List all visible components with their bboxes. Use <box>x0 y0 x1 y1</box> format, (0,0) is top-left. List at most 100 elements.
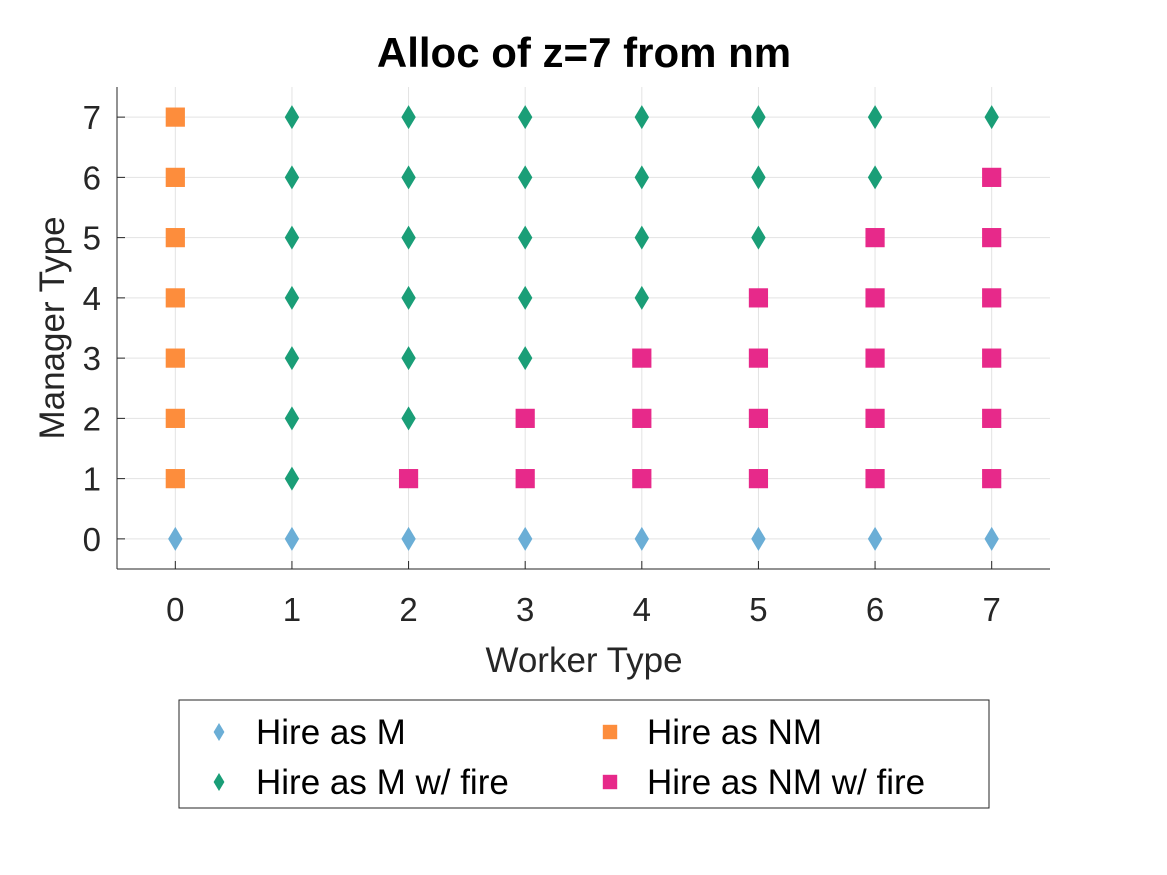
x-tick-label: 7 <box>983 591 1001 628</box>
legend-item: Hire as M w/ fire <box>213 763 509 802</box>
axes-background <box>117 87 1050 569</box>
data-point <box>517 346 533 371</box>
x-tick-label: 3 <box>516 591 534 628</box>
data-point <box>632 348 652 368</box>
legend-item: Hire as NM <box>602 713 822 752</box>
data-point <box>634 165 650 190</box>
data-point <box>982 167 1002 187</box>
data-point <box>401 526 416 551</box>
x-tick-label: 2 <box>399 591 417 628</box>
data-point <box>165 107 185 127</box>
data-point <box>284 105 300 130</box>
data-point <box>632 469 652 489</box>
data-point <box>865 228 885 248</box>
data-point <box>982 288 1002 308</box>
data-point <box>401 105 416 130</box>
data-point <box>748 288 769 308</box>
data-point <box>984 105 999 130</box>
data-point <box>515 469 535 489</box>
data-point <box>867 105 883 130</box>
data-point <box>284 285 300 310</box>
data-point <box>284 406 300 431</box>
legend-marker <box>602 774 618 790</box>
legend-label: Hire as M w/ fire <box>256 763 509 802</box>
x-tick-label: 4 <box>633 591 651 628</box>
data-point <box>284 165 300 190</box>
y-tick-label: 5 <box>83 220 101 257</box>
data-point <box>517 105 533 130</box>
legend-box <box>178 699 990 809</box>
data-point <box>982 469 1002 489</box>
data-point <box>867 526 883 551</box>
x-tick-label: 5 <box>749 591 767 628</box>
data-point <box>982 408 1002 428</box>
y-tick-label: 7 <box>83 99 101 136</box>
series-2 <box>165 107 185 489</box>
data-point <box>634 526 650 551</box>
data-point <box>632 408 652 428</box>
legend-item: Hire as NM w/ fire <box>602 763 925 802</box>
data-point <box>165 408 185 428</box>
data-point <box>284 225 300 250</box>
series-4 <box>398 167 1002 489</box>
data-point <box>165 469 185 489</box>
data-point <box>284 346 300 371</box>
y-tick-label: 3 <box>83 340 101 377</box>
chart-title: Alloc of z=7 from nm <box>377 29 791 76</box>
data-point <box>982 348 1002 368</box>
data-point <box>284 466 300 491</box>
data-point <box>401 225 416 250</box>
data-point <box>517 225 533 250</box>
legend-label: Hire as NM w/ fire <box>647 763 925 802</box>
x-tick-label: 6 <box>866 591 884 628</box>
legend-label: Hire as NM <box>647 713 822 752</box>
data-point <box>401 346 416 371</box>
data-point <box>982 228 1002 248</box>
data-point <box>168 526 183 551</box>
y-axis-label: Manager Type <box>33 216 72 439</box>
data-point <box>751 526 766 551</box>
x-tick-label: 1 <box>283 591 301 628</box>
data-point <box>748 469 769 489</box>
data-point <box>865 348 885 368</box>
legend-marker <box>213 773 225 791</box>
y-tick-label: 1 <box>83 461 101 498</box>
data-point <box>634 105 650 130</box>
data-point <box>748 348 769 368</box>
data-point <box>401 165 416 190</box>
data-point <box>165 167 185 187</box>
data-point <box>634 225 650 250</box>
y-tick-label: 4 <box>83 280 101 317</box>
legend-item: Hire as M <box>213 713 406 752</box>
data-point <box>401 285 416 310</box>
data-point <box>517 165 533 190</box>
data-point <box>401 406 416 431</box>
y-tick-label: 2 <box>83 400 101 437</box>
series-1 <box>168 526 999 551</box>
data-point <box>865 288 885 308</box>
data-point <box>398 469 419 489</box>
y-tick-label: 0 <box>83 521 101 558</box>
plot-area: 0 1 2 3 4 5 6 7 0 1 2 3 4 5 6 7 <box>83 87 1050 628</box>
data-point <box>751 225 766 250</box>
legend-label: Hire as M <box>256 713 406 752</box>
data-point <box>165 288 185 308</box>
data-point <box>751 165 766 190</box>
data-point <box>165 348 185 368</box>
data-point <box>515 408 535 428</box>
data-point <box>634 285 650 310</box>
legend-marker <box>602 724 618 740</box>
data-point <box>751 105 766 130</box>
x-axis-label: Worker Type <box>485 641 682 680</box>
legend: Hire as M Hire as NM Hire as M w/ fire Hire… <box>178 699 990 809</box>
data-point <box>865 408 885 428</box>
data-point <box>984 526 999 551</box>
data-point <box>517 526 533 551</box>
data-point <box>865 469 885 489</box>
data-point <box>284 526 300 551</box>
x-tick-label: 0 <box>166 591 184 628</box>
series-3 <box>284 105 999 491</box>
data-point <box>867 165 883 190</box>
data-point <box>165 228 185 248</box>
